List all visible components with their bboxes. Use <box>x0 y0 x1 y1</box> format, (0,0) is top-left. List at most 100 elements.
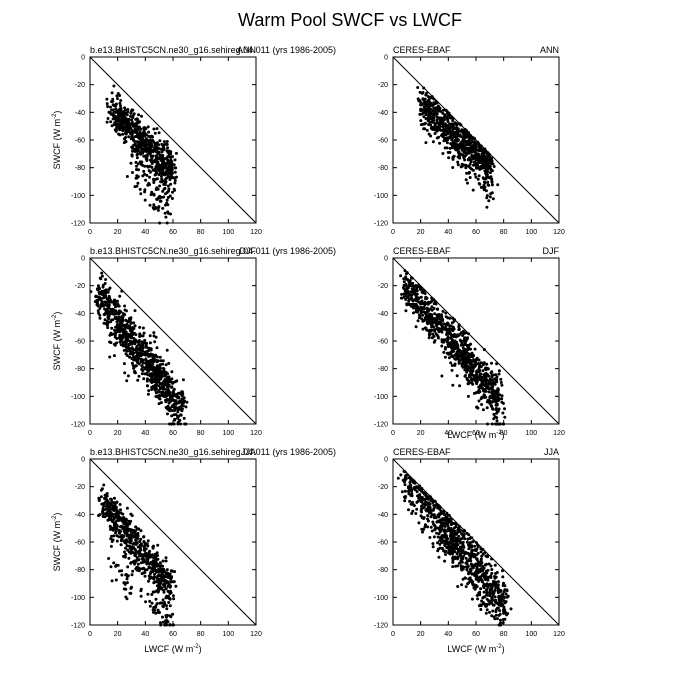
data-point <box>109 537 113 541</box>
data-point <box>112 312 116 316</box>
data-point <box>104 504 108 508</box>
data-point <box>487 199 491 203</box>
data-point <box>415 507 419 511</box>
data-point <box>156 608 160 612</box>
data-point <box>126 349 130 353</box>
data-point <box>421 327 425 331</box>
data-point <box>409 483 413 487</box>
data-point <box>412 503 415 507</box>
data-point <box>451 146 455 150</box>
data-point <box>151 168 155 172</box>
data-point <box>109 512 113 516</box>
data-point <box>422 101 426 105</box>
data-point <box>119 107 123 110</box>
data-point <box>490 361 493 365</box>
data-point <box>160 569 164 573</box>
data-point <box>163 211 167 215</box>
data-point <box>463 537 467 541</box>
data-point <box>124 343 128 346</box>
scatter-panel: 0 20 40 60 80 100 1200-20-40-60-80-100-120CERE… <box>374 447 565 654</box>
data-point <box>148 170 152 174</box>
data-point <box>425 128 429 132</box>
data-point <box>404 298 408 301</box>
data-point <box>450 354 454 358</box>
data-point <box>172 409 176 413</box>
data-point <box>486 382 490 386</box>
data-point <box>443 146 447 150</box>
data-point <box>125 175 129 178</box>
data-point <box>177 396 181 400</box>
data-point <box>155 365 159 369</box>
data-point <box>149 353 153 357</box>
data-point <box>448 519 452 523</box>
data-point <box>446 522 450 526</box>
data-point <box>451 565 455 569</box>
data-point <box>480 579 484 583</box>
data-point <box>463 146 467 150</box>
data-point <box>494 373 498 377</box>
data-point <box>495 380 499 384</box>
data-point <box>416 86 420 89</box>
data-point <box>180 401 184 405</box>
data-point <box>171 394 175 398</box>
data-point <box>464 339 468 343</box>
data-point <box>442 340 446 344</box>
data-point <box>450 533 454 537</box>
data-point <box>142 540 146 544</box>
data-point <box>113 315 117 319</box>
y-tick-label: -60 <box>75 540 85 547</box>
data-point <box>163 183 167 187</box>
data-point <box>459 358 463 362</box>
data-point <box>129 591 133 595</box>
data-point <box>124 552 128 556</box>
data-point <box>126 524 130 527</box>
data-point <box>419 295 423 299</box>
data-point <box>167 596 171 600</box>
data-point <box>426 99 430 103</box>
data-point <box>108 333 112 337</box>
x-tick-label: 100 <box>525 229 537 236</box>
data-point <box>416 499 420 503</box>
data-point <box>162 576 165 580</box>
data-point <box>95 294 99 298</box>
data-point <box>444 315 448 319</box>
data-point <box>159 601 163 605</box>
y-tick-label: -20 <box>75 82 85 89</box>
data-point <box>497 369 501 373</box>
data-point <box>442 131 446 135</box>
data-point <box>151 154 155 158</box>
data-point <box>110 326 114 330</box>
data-point <box>146 373 150 377</box>
data-point <box>475 585 479 589</box>
data-point <box>135 541 139 545</box>
data-point <box>451 540 455 543</box>
data-point <box>105 102 109 106</box>
data-point <box>459 564 463 568</box>
data-point <box>431 501 435 504</box>
data-point <box>478 377 482 381</box>
data-point <box>135 184 139 188</box>
data-point <box>451 329 455 333</box>
data-point <box>99 304 103 308</box>
data-point <box>125 354 129 357</box>
data-point <box>488 377 492 381</box>
data-point <box>475 405 479 409</box>
data-point <box>501 584 505 587</box>
data-point <box>158 397 162 401</box>
data-point <box>457 328 461 332</box>
data-point <box>112 354 116 358</box>
data-point <box>112 501 116 505</box>
data-point <box>158 387 162 391</box>
data-point <box>482 389 486 393</box>
data-point <box>477 182 481 185</box>
scatter-points <box>97 483 178 627</box>
data-point <box>461 365 465 369</box>
data-point <box>462 139 466 143</box>
data-point <box>437 107 440 111</box>
data-point <box>425 91 429 95</box>
data-point <box>120 537 124 541</box>
data-point <box>128 340 132 344</box>
data-point <box>485 152 489 156</box>
data-point <box>125 379 129 383</box>
data-point <box>169 174 173 178</box>
